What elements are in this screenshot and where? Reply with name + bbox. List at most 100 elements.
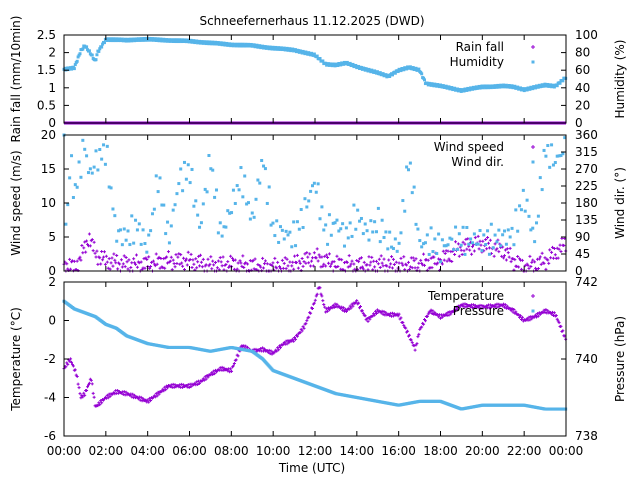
data-point [517,265,521,269]
data-point [464,305,468,309]
data-point [473,303,477,307]
data-point [432,255,436,259]
data-point [233,201,237,205]
left-tick-label: 20 [41,128,56,142]
data-point [278,346,282,350]
data-point [327,63,331,67]
data-point [378,71,382,75]
data-point [252,267,256,271]
legend-label: Rain fall [456,40,504,54]
data-point [447,85,451,89]
left-axis-label: Wind speed (m/s) [9,150,23,255]
legend-marker [531,309,535,313]
data-point [160,203,164,207]
data-point [111,264,115,268]
data-point [130,395,134,399]
data-point [539,262,543,266]
data-point [78,392,82,396]
data-point [529,265,533,269]
data-point [76,382,80,386]
data-point [561,152,565,156]
x-tick-label: 10:00 [256,444,291,458]
data-point [97,49,101,53]
data-point [342,261,346,265]
data-point [146,398,150,402]
data-point [131,392,135,396]
data-point [157,255,161,259]
data-point [302,326,306,330]
data-point [135,265,139,269]
data-point [322,228,326,232]
data-point [428,310,432,314]
data-point [135,228,139,232]
data-point [83,147,87,151]
data-point [467,242,471,246]
data-point [137,222,141,226]
data-point [487,241,491,245]
data-point [411,256,415,260]
data-point [175,262,179,266]
data-point [92,395,96,399]
data-point [448,236,452,240]
data-point [435,84,439,88]
data-point [378,240,382,244]
data-point [64,365,68,369]
data-point [405,67,409,71]
data-point [224,225,228,229]
data-point [477,247,481,251]
data-point [319,265,323,269]
data-point [528,318,532,322]
data-point [182,40,186,44]
data-point [278,265,282,269]
data-point [501,304,505,308]
data-point [253,257,257,261]
data-point [270,264,274,268]
data-point [454,309,458,313]
data-point [258,264,262,268]
data-point [373,313,377,317]
data-point [447,313,451,317]
data-point [150,38,154,42]
right-tick-label: 315 [575,145,598,159]
data-point [348,221,352,225]
data-point [342,306,346,310]
data-point [408,161,412,165]
data-point [197,254,201,258]
data-point [162,203,166,207]
data-point [540,188,544,192]
data-point [241,254,245,258]
data-point [430,266,434,270]
data-point [449,312,453,316]
data-point [111,207,115,211]
data-point [292,339,296,343]
data-point [161,266,165,270]
data-point [315,247,319,251]
data-point [551,313,555,317]
data-point [445,259,449,263]
data-point [438,85,442,89]
legend-label: Pressure [453,304,504,318]
data-point [339,227,343,231]
data-point [442,244,446,248]
data-point [326,242,330,246]
data-point [216,231,220,235]
data-point [167,241,171,245]
data-point [497,228,501,232]
data-point [230,369,234,373]
data-point [306,255,310,259]
data-point [314,294,318,298]
data-point [390,311,394,315]
x-tick-label: 06:00 [172,444,207,458]
data-point [544,267,548,271]
x-tick-label: 08:00 [214,444,249,458]
data-point [199,221,203,225]
data-point [417,67,421,71]
data-point [154,392,158,396]
data-point [239,261,243,265]
data-point [316,259,320,263]
data-point [216,41,220,45]
data-point [485,247,489,251]
data-point [156,37,160,41]
data-point [114,261,118,265]
data-point [450,86,454,90]
